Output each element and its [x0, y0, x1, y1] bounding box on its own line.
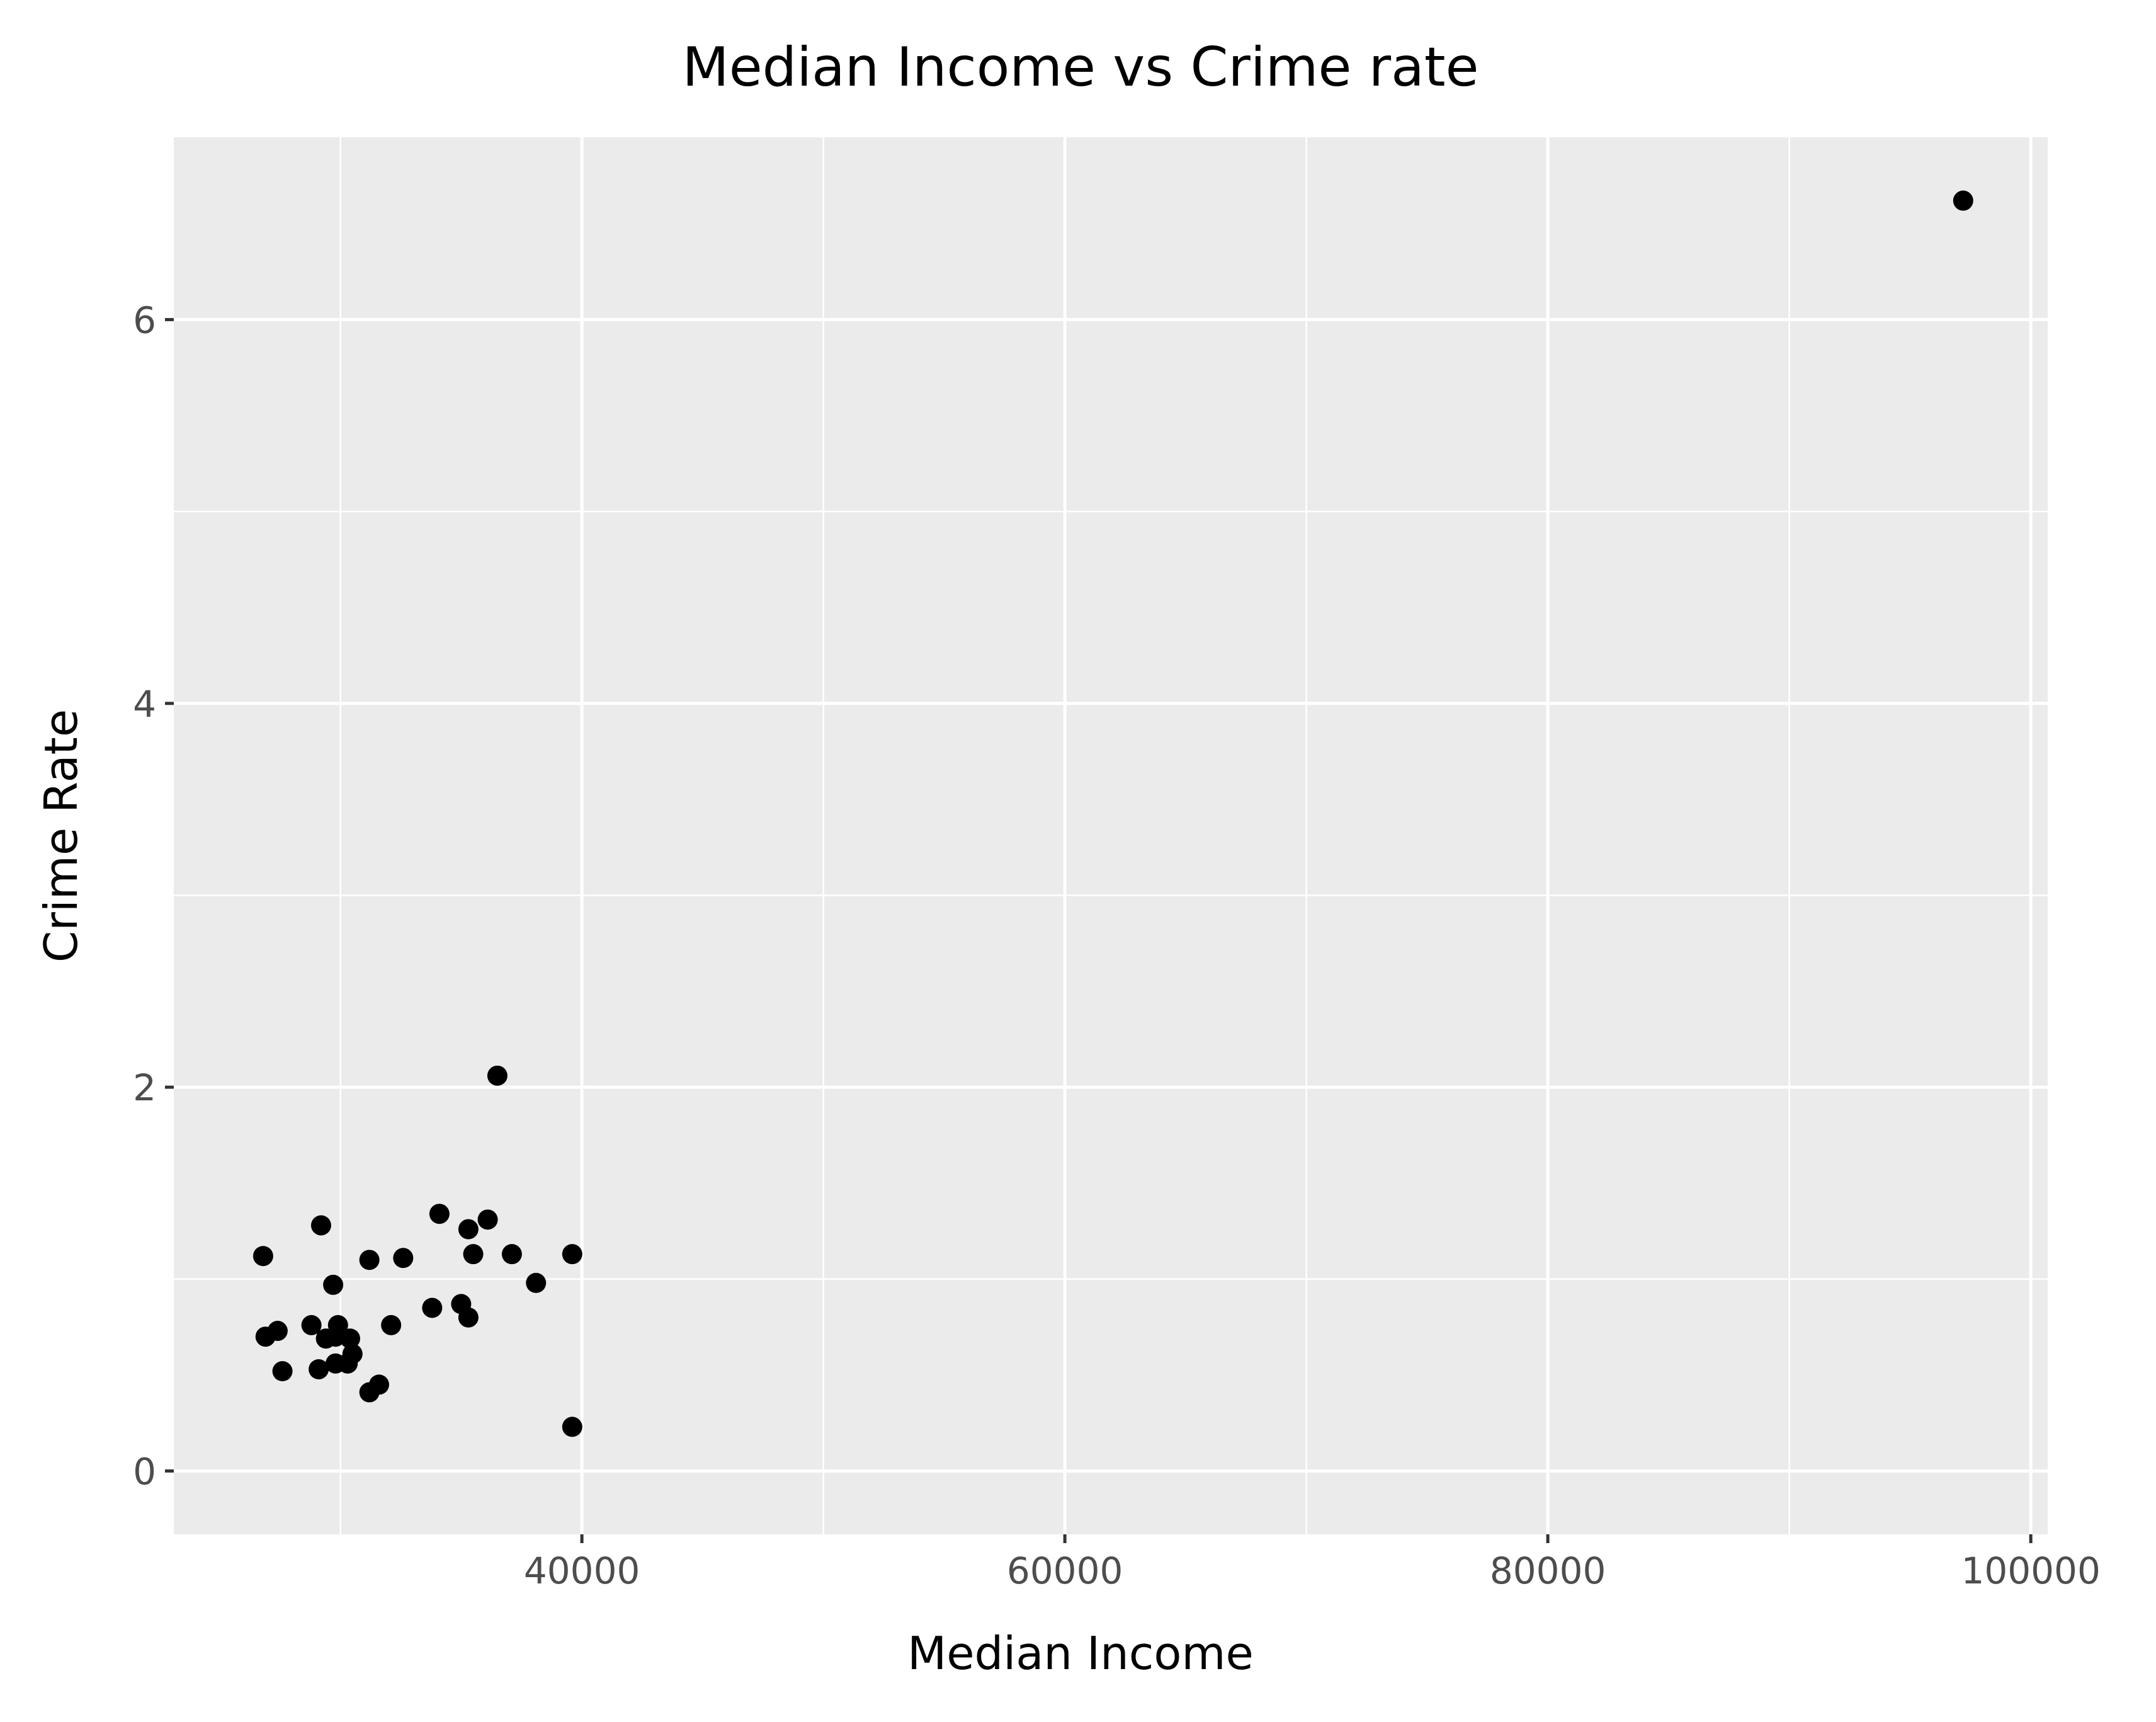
- data-points: [252, 190, 1973, 1437]
- data-point: [1953, 190, 1973, 211]
- minor-gridlines: [174, 137, 2048, 1534]
- data-point: [381, 1314, 402, 1335]
- data-point: [429, 1204, 450, 1224]
- x-tick-label: 100000: [1961, 1549, 2100, 1592]
- y-axis-title: Crime Rate: [35, 709, 88, 962]
- x-axis-title: Median Income: [907, 1627, 1254, 1680]
- data-point: [267, 1321, 288, 1342]
- data-point: [501, 1244, 522, 1265]
- data-point: [422, 1297, 443, 1318]
- data-point: [487, 1065, 508, 1086]
- x-tick-label: 60000: [1007, 1549, 1123, 1592]
- data-point: [477, 1209, 498, 1230]
- data-point: [339, 1328, 360, 1349]
- data-point: [310, 1215, 331, 1236]
- data-point: [327, 1314, 348, 1335]
- data-point: [562, 1417, 582, 1437]
- y-tick-label: 6: [133, 299, 156, 341]
- data-point: [272, 1361, 293, 1382]
- data-point: [526, 1272, 547, 1293]
- data-point: [359, 1250, 380, 1270]
- y-tick-label: 4: [133, 683, 156, 726]
- x-tick-label: 80000: [1490, 1549, 1606, 1592]
- data-point: [342, 1343, 363, 1364]
- data-point: [463, 1244, 484, 1265]
- data-point: [458, 1219, 479, 1240]
- data-point: [252, 1246, 273, 1267]
- plot-panel: [174, 137, 2048, 1534]
- major-gridlines: [174, 137, 2048, 1534]
- data-point: [301, 1314, 322, 1335]
- data-point: [323, 1274, 344, 1295]
- chart-title: Median Income vs Crime rate: [683, 36, 1479, 99]
- data-point: [368, 1374, 389, 1395]
- x-tick-label: 40000: [524, 1549, 640, 1592]
- data-point: [562, 1244, 582, 1265]
- y-tick-label: 2: [133, 1066, 156, 1109]
- data-point: [458, 1307, 479, 1328]
- x-axis: 40000 60000 80000 100000: [524, 1534, 2101, 1592]
- data-point: [309, 1359, 329, 1379]
- y-axis: 0 2 4 6: [133, 299, 174, 1493]
- data-point: [393, 1248, 414, 1269]
- y-tick-label: 0: [133, 1450, 156, 1493]
